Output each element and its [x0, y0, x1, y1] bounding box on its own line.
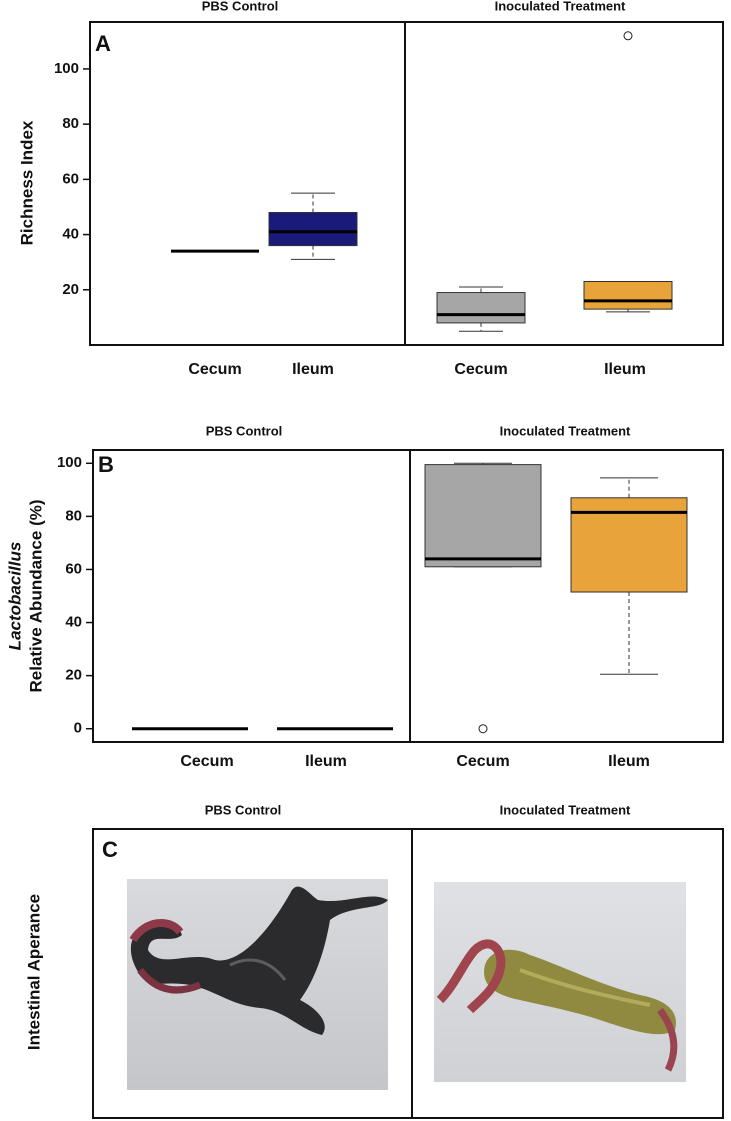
y-tick-label: 40: [65, 614, 82, 631]
panel-c: PBS Control Inoculated Treatment C Intes…: [24, 802, 724, 1119]
y-tick-label: 60: [65, 560, 82, 577]
x-tick-label: Cecum: [454, 361, 507, 378]
plot-frame: [92, 449, 724, 743]
photo-control: [127, 879, 388, 1090]
panel-label: B: [98, 452, 114, 477]
facet-title: PBS Control: [206, 423, 283, 438]
box: [583, 281, 673, 310]
facet-title: PBS Control: [205, 802, 282, 817]
x-tick-label: Cecum: [456, 753, 509, 770]
x-tick-label: Cecum: [180, 753, 233, 770]
y-tick-label: 100: [57, 454, 82, 471]
outlier: [623, 31, 633, 41]
facet-title: Inoculated Treatment: [500, 802, 631, 817]
x-tick-label: Cecum: [188, 361, 241, 378]
outlier: [478, 724, 488, 734]
panel-label: C: [102, 837, 118, 862]
y-tick-label: 80: [65, 507, 82, 524]
y-tick-label: 40: [62, 226, 79, 243]
y-tick-label: 100: [54, 60, 79, 77]
y-tick-label: 80: [62, 115, 79, 132]
x-tick-label: Ileum: [305, 753, 347, 770]
y-axis-label: Intestinal Aperance: [24, 894, 43, 1050]
y-tick-label: 20: [62, 281, 79, 298]
panel-frame: [92, 828, 724, 1119]
facet-title: Inoculated Treatment: [495, 0, 626, 13]
box: [268, 211, 358, 247]
plot-frame: [89, 21, 724, 346]
y-axis-label: Lactobacillus: [5, 542, 24, 651]
y-tick-label: 20: [65, 667, 82, 684]
y-axis-label: Relative Abundance (%): [26, 499, 45, 692]
x-tick-label: Ileum: [604, 361, 646, 378]
facet-title: Inoculated Treatment: [500, 423, 631, 438]
y-tick-label: 0: [74, 720, 82, 737]
x-tick-label: Ileum: [292, 361, 334, 378]
x-tick-label: Ileum: [608, 753, 650, 770]
box: [436, 292, 526, 324]
facet-title: PBS Control: [202, 0, 279, 13]
box: [424, 464, 542, 568]
photo-inoculated: [434, 882, 686, 1082]
y-tick-label: 60: [62, 170, 79, 187]
panel-label: A: [95, 31, 111, 56]
y-axis-label: Richness Index: [17, 120, 36, 245]
